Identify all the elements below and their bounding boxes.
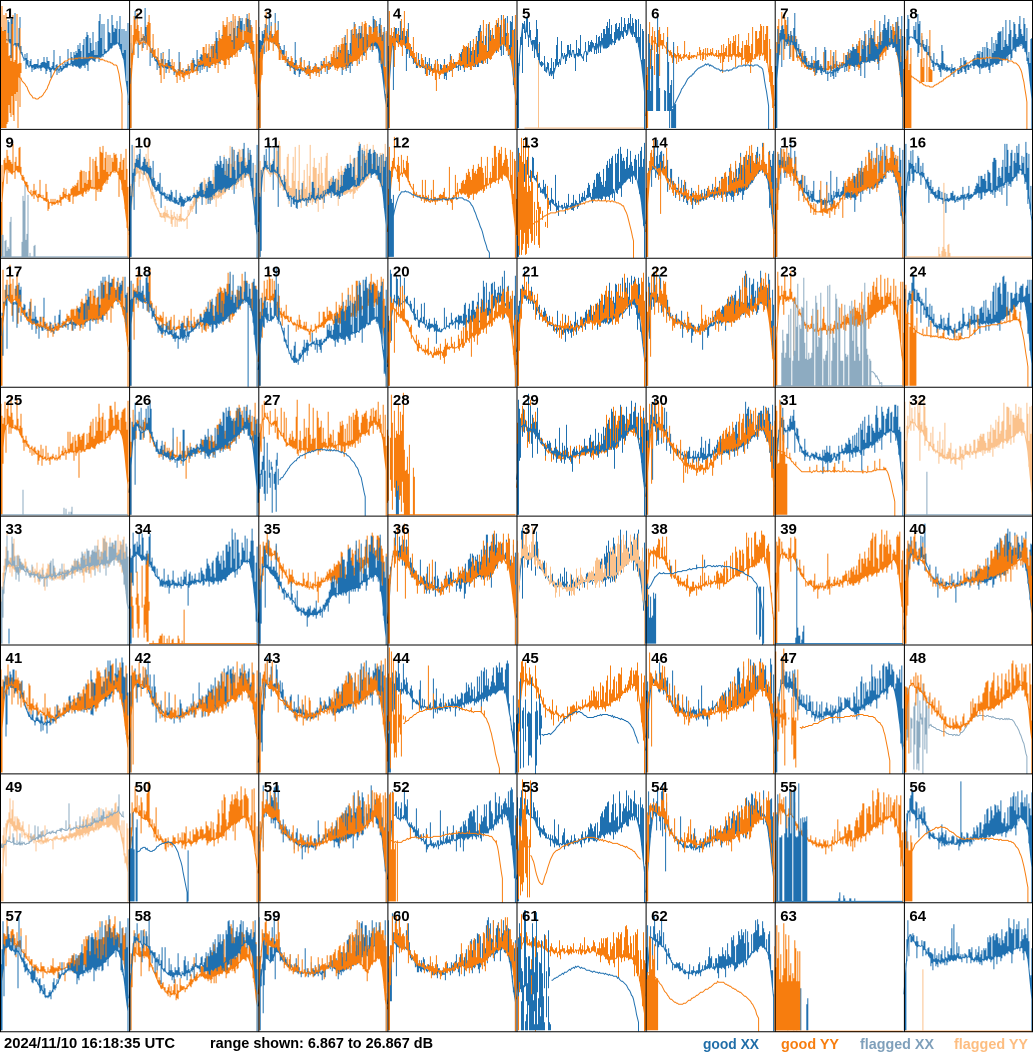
svg-text:56: 56 xyxy=(909,779,926,796)
svg-text:53: 53 xyxy=(522,779,539,796)
svg-text:9: 9 xyxy=(6,134,14,151)
svg-text:good XX: good XX xyxy=(703,1037,759,1053)
svg-text:21: 21 xyxy=(522,263,539,280)
svg-text:35: 35 xyxy=(264,521,281,538)
svg-text:flagged XX: flagged XX xyxy=(860,1037,934,1053)
svg-text:range shown: 6.867 to 26.867 d: range shown: 6.867 to 26.867 dB xyxy=(210,1036,433,1052)
svg-text:20: 20 xyxy=(393,263,410,280)
svg-text:59: 59 xyxy=(264,908,281,925)
svg-text:51: 51 xyxy=(264,779,281,796)
svg-text:11: 11 xyxy=(264,134,280,151)
svg-text:29: 29 xyxy=(522,392,539,409)
svg-text:7: 7 xyxy=(780,6,788,23)
svg-text:28: 28 xyxy=(393,392,410,409)
svg-text:60: 60 xyxy=(393,908,410,925)
svg-text:2: 2 xyxy=(135,6,143,23)
svg-text:33: 33 xyxy=(6,521,23,538)
svg-text:55: 55 xyxy=(780,779,797,796)
svg-text:43: 43 xyxy=(264,650,281,667)
svg-text:good YY: good YY xyxy=(781,1037,839,1053)
svg-text:64: 64 xyxy=(909,908,926,925)
svg-text:42: 42 xyxy=(135,650,152,667)
svg-text:49: 49 xyxy=(6,779,23,796)
svg-text:32: 32 xyxy=(909,392,926,409)
svg-text:38: 38 xyxy=(651,521,668,538)
svg-text:52: 52 xyxy=(393,779,410,796)
svg-text:13: 13 xyxy=(522,134,539,151)
svg-text:18: 18 xyxy=(135,263,152,280)
svg-text:19: 19 xyxy=(264,263,281,280)
svg-text:48: 48 xyxy=(909,650,926,667)
svg-text:31: 31 xyxy=(780,392,797,409)
svg-text:46: 46 xyxy=(651,650,668,667)
svg-text:17: 17 xyxy=(6,263,23,280)
svg-text:54: 54 xyxy=(651,779,668,796)
svg-text:63: 63 xyxy=(780,908,797,925)
svg-text:3: 3 xyxy=(264,6,272,23)
svg-text:16: 16 xyxy=(909,134,926,151)
svg-text:57: 57 xyxy=(6,908,23,925)
svg-text:34: 34 xyxy=(135,521,152,538)
svg-text:25: 25 xyxy=(6,392,23,409)
svg-text:40: 40 xyxy=(909,521,926,538)
svg-text:15: 15 xyxy=(780,134,797,151)
svg-text:37: 37 xyxy=(522,521,539,538)
svg-text:2024/11/10 16:18:35 UTC: 2024/11/10 16:18:35 UTC xyxy=(4,1036,176,1052)
svg-text:27: 27 xyxy=(264,392,281,409)
svg-text:36: 36 xyxy=(393,521,410,538)
svg-text:61: 61 xyxy=(522,908,539,925)
svg-text:30: 30 xyxy=(651,392,668,409)
svg-text:26: 26 xyxy=(135,392,152,409)
svg-text:6: 6 xyxy=(651,6,659,23)
svg-text:23: 23 xyxy=(780,263,797,280)
svg-text:12: 12 xyxy=(393,134,410,151)
svg-text:58: 58 xyxy=(135,908,152,925)
svg-text:62: 62 xyxy=(651,908,668,925)
svg-text:39: 39 xyxy=(780,521,797,538)
svg-text:45: 45 xyxy=(522,650,539,667)
svg-text:14: 14 xyxy=(651,134,668,151)
svg-text:24: 24 xyxy=(909,263,926,280)
svg-text:47: 47 xyxy=(780,650,797,667)
svg-text:4: 4 xyxy=(393,6,402,23)
svg-text:8: 8 xyxy=(909,6,917,23)
svg-text:5: 5 xyxy=(522,6,530,23)
svg-text:10: 10 xyxy=(135,134,152,151)
svg-text:50: 50 xyxy=(135,779,152,796)
svg-text:44: 44 xyxy=(393,650,410,667)
svg-text:flagged YY: flagged YY xyxy=(954,1037,1028,1053)
svg-text:41: 41 xyxy=(6,650,23,667)
svg-text:22: 22 xyxy=(651,263,668,280)
svg-text:1: 1 xyxy=(6,6,14,23)
